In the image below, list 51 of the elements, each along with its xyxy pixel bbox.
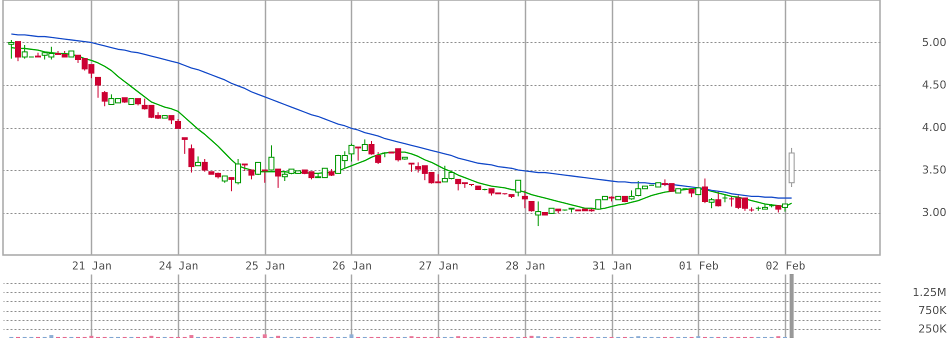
y-tick-label: 4.00 [922,121,946,134]
candlestick [282,171,288,182]
bar [49,335,54,338]
candlestick [382,152,388,158]
y-tick-label: 250K [918,322,948,336]
y-tick-label: 1.25M [912,286,946,299]
y-tick-label: 4.50 [922,78,946,92]
x-tick-label: 01 Feb [678,260,719,272]
candlestick [255,162,262,176]
candlestick [375,152,382,165]
y-tick-label: 5.00 [922,36,946,49]
candlestick [535,200,542,227]
candlestick [708,198,715,209]
bar [189,335,194,338]
candlestick [268,144,274,170]
candlestick [95,76,102,98]
candlestick [8,39,14,60]
candlestick [248,170,254,180]
candlestick [228,177,234,192]
candlestick [355,146,362,162]
candlestick [102,90,108,107]
candlestick [515,180,522,197]
candlestick [715,190,722,208]
candlestick [202,158,208,172]
y-tick-label: 3.50 [922,164,946,176]
x-tick-label: 31 Jan [592,260,632,272]
x-tick-label: 26 Jan [332,260,372,272]
x-tick-label: 21 Jan [72,260,112,272]
candlestick [262,170,268,184]
candlestick [348,143,354,162]
bar [349,334,354,338]
candlestick [188,144,194,174]
y-tick-label: 3.00 [922,206,946,219]
x-tick-label: 27 Jan [418,260,459,272]
x-tick-label: 24 Jan [158,260,198,272]
candlestick [522,190,528,209]
y-tick-label: 750K [918,304,948,318]
candlestick [175,118,182,129]
bar [262,334,267,338]
candlestick [182,137,188,154]
candlestick [195,156,202,166]
x-tick-label: 28 Jan [505,260,546,272]
candlestick [368,140,374,156]
x-tick-label: 02 Feb [766,260,806,272]
candlestick [275,168,282,188]
candlestick [15,41,22,62]
x-tick-label: 25 Jan [245,260,286,272]
candlestick [628,190,635,200]
candlestick [702,178,708,204]
candlestick [235,158,242,185]
candlestick [362,138,368,151]
